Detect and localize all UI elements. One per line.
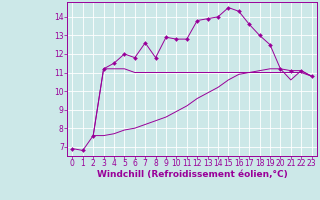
X-axis label: Windchill (Refroidissement éolien,°C): Windchill (Refroidissement éolien,°C)	[97, 170, 287, 179]
